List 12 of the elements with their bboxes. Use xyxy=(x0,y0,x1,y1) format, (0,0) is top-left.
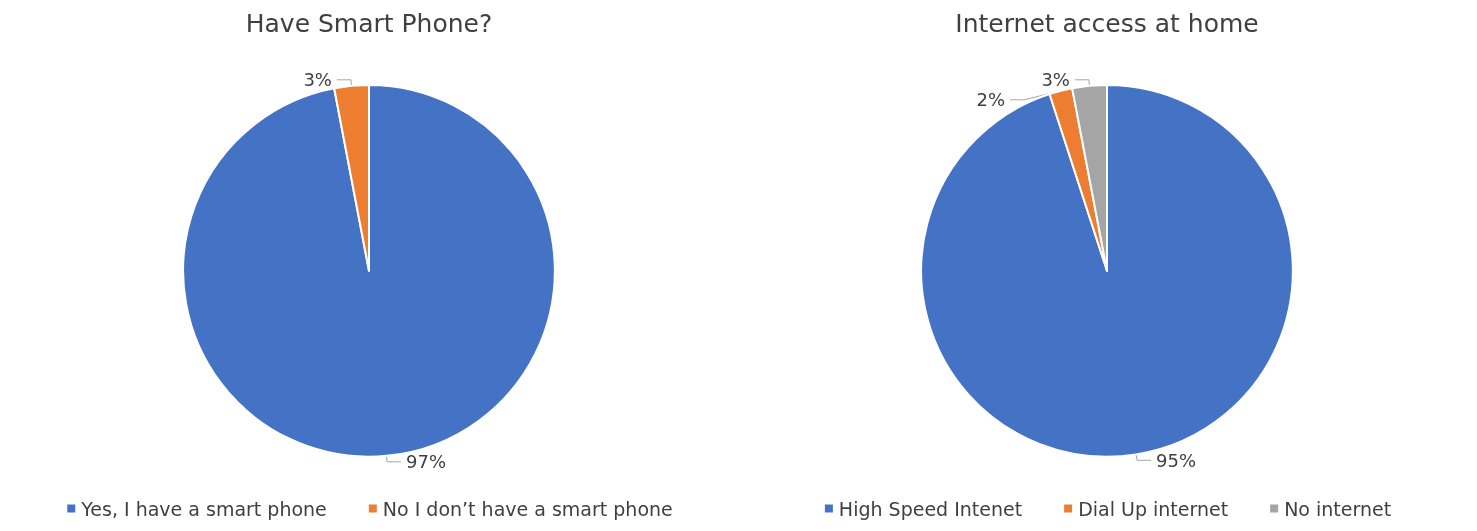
chart-title: Have Smart Phone? xyxy=(245,9,493,38)
legend-label: No internet xyxy=(1284,497,1392,520)
legend-label: Dial Up internet xyxy=(1078,497,1229,520)
data-label: 97% xyxy=(406,451,447,473)
data-label: 3% xyxy=(1041,69,1070,91)
chart-title: Internet access at home xyxy=(955,9,1259,38)
legend-label: No I don’t have a smart phone xyxy=(382,497,673,520)
data-label: 95% xyxy=(1156,449,1197,471)
legend-label: Yes, I have a smart phone xyxy=(80,497,327,520)
data-label: 3% xyxy=(303,69,332,91)
legend-label: High Speed Intenet xyxy=(838,497,1023,520)
data-label: 2% xyxy=(976,89,1006,111)
